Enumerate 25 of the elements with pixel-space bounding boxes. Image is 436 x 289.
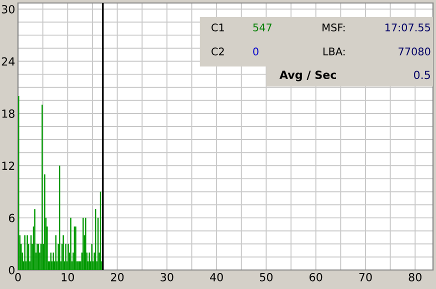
- x-tick-label: 80: [408, 272, 422, 282]
- annotation: 547: [253, 24, 272, 32]
- y-tick-label: 0: [8, 266, 14, 274]
- x-tick-label: 30: [160, 272, 174, 282]
- annotation: LBA:: [323, 48, 345, 56]
- y-tick-label: 30: [2, 5, 14, 14]
- annotation: C1: [212, 24, 224, 32]
- y-tick-label: 6: [8, 214, 15, 222]
- annotation: 17:07.55: [385, 24, 430, 32]
- annotation: C2: [212, 48, 224, 56]
- x-tick-label: 20: [111, 272, 124, 282]
- y-tick-label: 12: [2, 162, 14, 170]
- annotation: 0: [253, 48, 258, 56]
- x-tick-label: 60: [310, 272, 322, 282]
- x-tick-label: 0: [15, 272, 21, 282]
- y-tick-label: 18: [2, 109, 14, 118]
- annotation: MSF:: [322, 24, 345, 32]
- y-tick-label: 24: [2, 57, 15, 66]
- x-tick-label: 10: [62, 272, 74, 282]
- x-tick-label: 70: [359, 272, 372, 282]
- annotation: 77080: [398, 48, 430, 56]
- annotation: 0.5: [414, 70, 430, 80]
- annotation: Avg / Sec: [280, 70, 336, 82]
- x-tick-label: 40: [210, 272, 223, 282]
- x-tick-label: 50: [260, 272, 273, 282]
